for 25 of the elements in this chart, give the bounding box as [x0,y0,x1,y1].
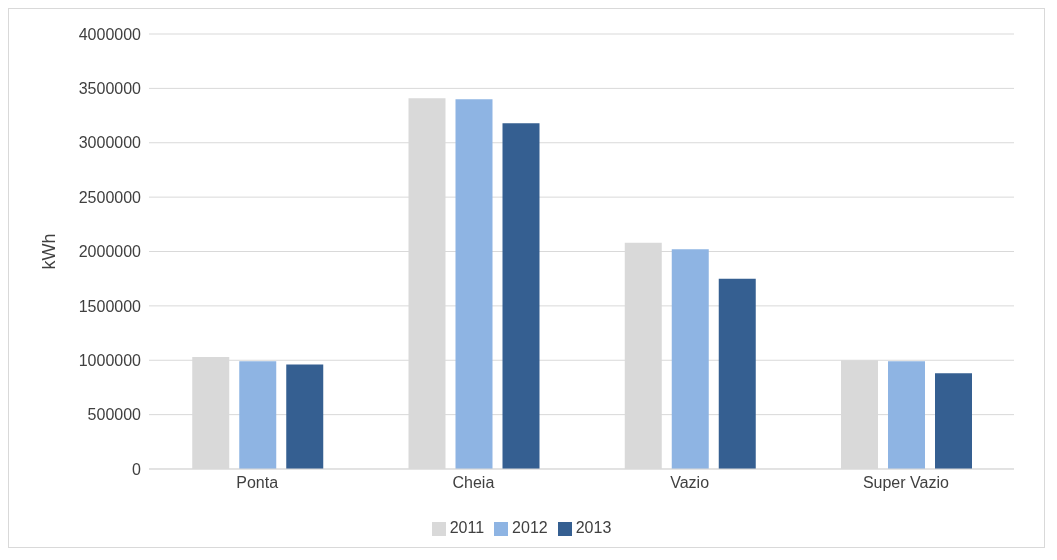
bar [502,123,540,469]
y-tick-label: 3000000 [78,134,142,152]
bar [718,278,756,469]
x-tick-label: Cheia [452,474,495,492]
x-tick-label: Ponta [236,474,279,492]
bar [239,361,277,469]
bar [671,249,709,469]
y-tick-label: 2000000 [78,243,142,261]
y-tick-label: 1000000 [78,351,142,369]
legend-label: 2012 [512,519,548,536]
y-tick-label: 0 [132,460,142,478]
legend-label: 2011 [449,519,485,536]
y-tick-label: 1500000 [78,297,142,315]
x-tick-label: Super Vazio [862,474,949,492]
bar [935,373,972,469]
bar [888,361,925,469]
y-tick-label: 3500000 [78,80,142,98]
y-axis-title: kWh [39,233,60,270]
x-tick-label: Vazio [670,474,710,492]
y-tick-label: 4000000 [78,25,142,43]
y-tick-label: 2500000 [78,188,142,206]
bar [286,364,324,469]
legend-label: 2013 [575,519,612,536]
y-tick-label: 500000 [87,406,142,424]
bar [455,99,493,469]
